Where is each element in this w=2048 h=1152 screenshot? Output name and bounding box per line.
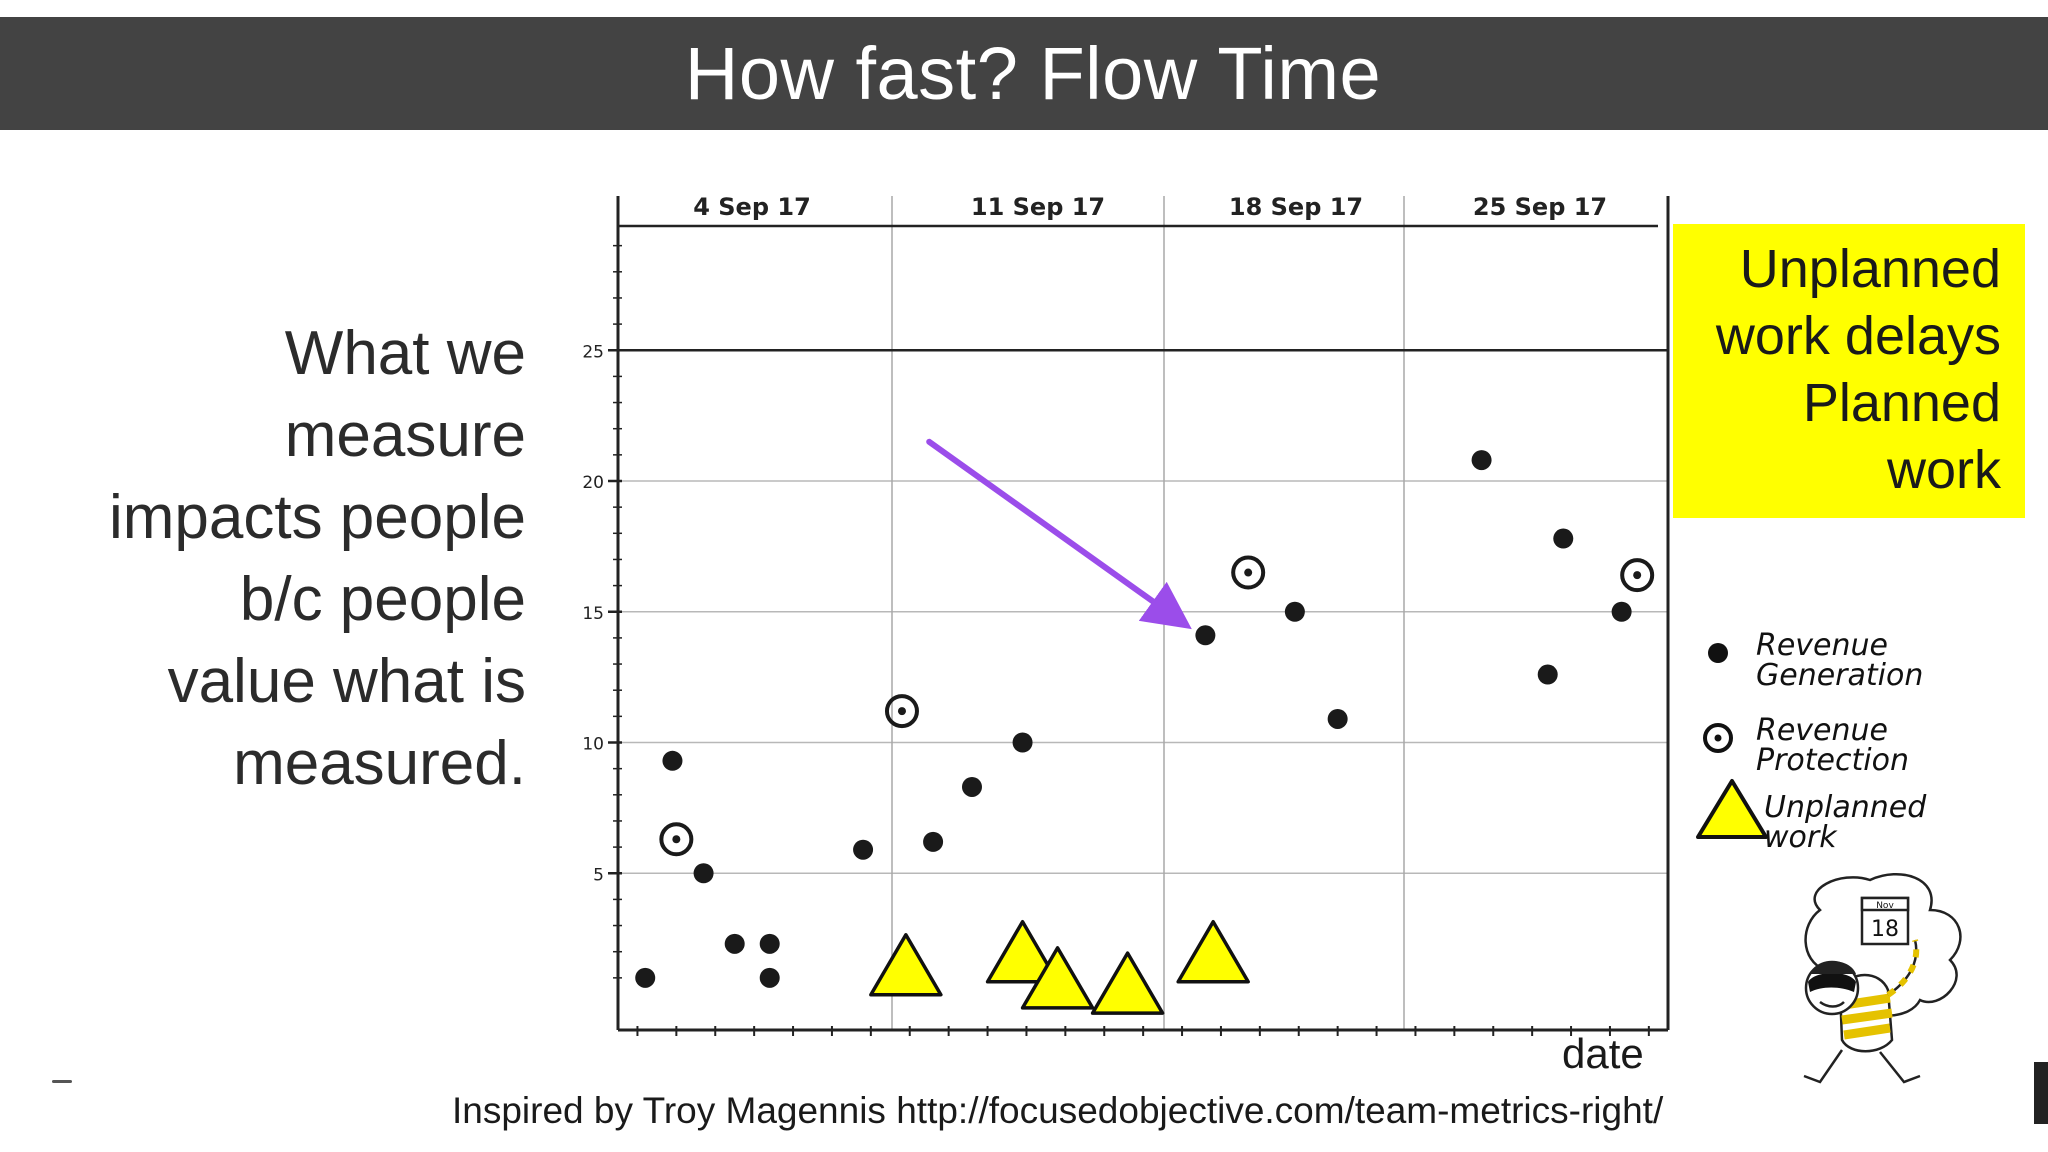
revenue-protection-point bbox=[1620, 558, 1655, 593]
y-tick-label: 10 bbox=[582, 735, 604, 755]
revenue-protection-center bbox=[1244, 568, 1253, 577]
statement-line: impacts people bbox=[108, 483, 526, 552]
statement-text: What we measure impacts people b/c peopl… bbox=[6, 313, 526, 805]
revenue-generation-point bbox=[759, 967, 780, 988]
chart-grid bbox=[618, 196, 1668, 1030]
unplanned-work-point bbox=[869, 933, 943, 997]
revenue-protection-ring bbox=[659, 822, 694, 857]
emphasis-arrow bbox=[926, 438, 1192, 630]
legend-item-revenue-generation: Revenue Generation bbox=[1700, 625, 2000, 691]
corner-mark bbox=[2034, 1062, 2048, 1124]
slide-title: How fast? Flow Time bbox=[684, 32, 1382, 115]
revenue-protection-center bbox=[672, 835, 681, 844]
filled-dot-icon bbox=[1708, 643, 1728, 663]
statement-line: What we bbox=[284, 319, 526, 388]
revenue-generation-point bbox=[1012, 732, 1033, 753]
revenue-generation-point bbox=[1537, 664, 1558, 685]
robber-mascot-icon: Nov 18 bbox=[1803, 872, 1962, 1084]
revenue-generation-point bbox=[853, 839, 874, 860]
callout-line: Planned bbox=[1802, 373, 2001, 433]
statement-line: value what is bbox=[167, 647, 526, 716]
revenue-generation-point bbox=[662, 750, 683, 771]
revenue-generation-point bbox=[923, 831, 944, 852]
unplanned-work-point bbox=[985, 919, 1060, 984]
legend-item-unplanned-work: Unplanned work bbox=[1696, 775, 2000, 855]
y-tick-label: 15 bbox=[582, 604, 604, 624]
calendar-month: Nov bbox=[1876, 901, 1894, 911]
revenue-generation-point bbox=[1553, 528, 1574, 549]
revenue-protection-point bbox=[659, 822, 694, 857]
revenue-generation-point bbox=[724, 933, 745, 954]
revenue-generation-point bbox=[693, 863, 714, 884]
yellow-triangle-icon bbox=[1696, 779, 1768, 839]
legend-label: Unplanned work bbox=[1764, 790, 1927, 855]
y-tick-label: 5 bbox=[593, 865, 604, 885]
legend-item-revenue-protection: Revenue Protection bbox=[1700, 710, 2000, 776]
chart-axes bbox=[608, 196, 1670, 1036]
revenue-generation-point bbox=[1284, 601, 1305, 622]
y-tick-label: 25 bbox=[582, 342, 604, 362]
statement-line: b/c people bbox=[239, 565, 526, 634]
chart-tick-labels: 5 10 15 20 25 4 Sep 17 11 Sep 17 18 Sep 17 25 Se… bbox=[582, 193, 1607, 885]
revenue-protection-point bbox=[884, 694, 919, 729]
revenue-protection-ring bbox=[1231, 555, 1266, 590]
revenue-protection-center bbox=[1633, 571, 1642, 580]
revenue-generation-point bbox=[1471, 450, 1492, 471]
title-bar: How fast? Flow Time bbox=[0, 17, 2048, 130]
callout-line: Unplanned bbox=[1739, 239, 2001, 299]
revenue-generation-point bbox=[635, 967, 656, 988]
legend-label: Revenue Protection bbox=[1756, 713, 1909, 778]
calendar-day: 18 bbox=[1871, 917, 1899, 942]
revenue-generation-point bbox=[1195, 625, 1216, 646]
x-tick-label: 11 Sep 17 bbox=[971, 193, 1105, 221]
revenue-protection-ring bbox=[1620, 558, 1655, 593]
revenue-generation-point bbox=[1611, 601, 1632, 622]
chart-arrow bbox=[926, 438, 1192, 630]
x-axis-label: date bbox=[1562, 1030, 1644, 1077]
chart-legend: Revenue Generation Revenue Protection Un… bbox=[1696, 615, 2000, 855]
credit-text: Inspired by Troy Magennis http://focused… bbox=[452, 1090, 1664, 1131]
chart-marks bbox=[635, 450, 1655, 1015]
revenue-protection-center bbox=[897, 707, 906, 716]
callout-box: Unplanned work delays Planned work bbox=[1673, 224, 2025, 518]
x-tick-label: 4 Sep 17 bbox=[693, 193, 811, 221]
robber-mascot-illustration: Nov 18 bbox=[1780, 870, 1980, 1100]
x-tick-label: 25 Sep 17 bbox=[1473, 193, 1607, 221]
stray-mark bbox=[52, 1080, 72, 1083]
y-tick-label: 20 bbox=[582, 473, 604, 493]
x-tick-label: 18 Sep 17 bbox=[1229, 193, 1363, 221]
unplanned-work-point bbox=[1020, 946, 1095, 1010]
revenue-generation-point bbox=[759, 933, 780, 954]
revenue-protection-ring bbox=[884, 694, 919, 729]
statement-line: measure bbox=[284, 401, 526, 470]
circled-dot-icon bbox=[1703, 723, 1733, 753]
legend-label: Revenue Generation bbox=[1756, 628, 1924, 693]
unplanned-work-point bbox=[1090, 951, 1165, 1015]
revenue-generation-point bbox=[961, 776, 982, 797]
revenue-generation-point bbox=[1327, 708, 1348, 729]
unplanned-work-point bbox=[1176, 919, 1250, 984]
statement-line: measured. bbox=[233, 729, 526, 798]
revenue-protection-point bbox=[1231, 555, 1266, 590]
callout-line: work bbox=[1886, 440, 2001, 500]
callout-line: work delays bbox=[1715, 306, 2001, 366]
